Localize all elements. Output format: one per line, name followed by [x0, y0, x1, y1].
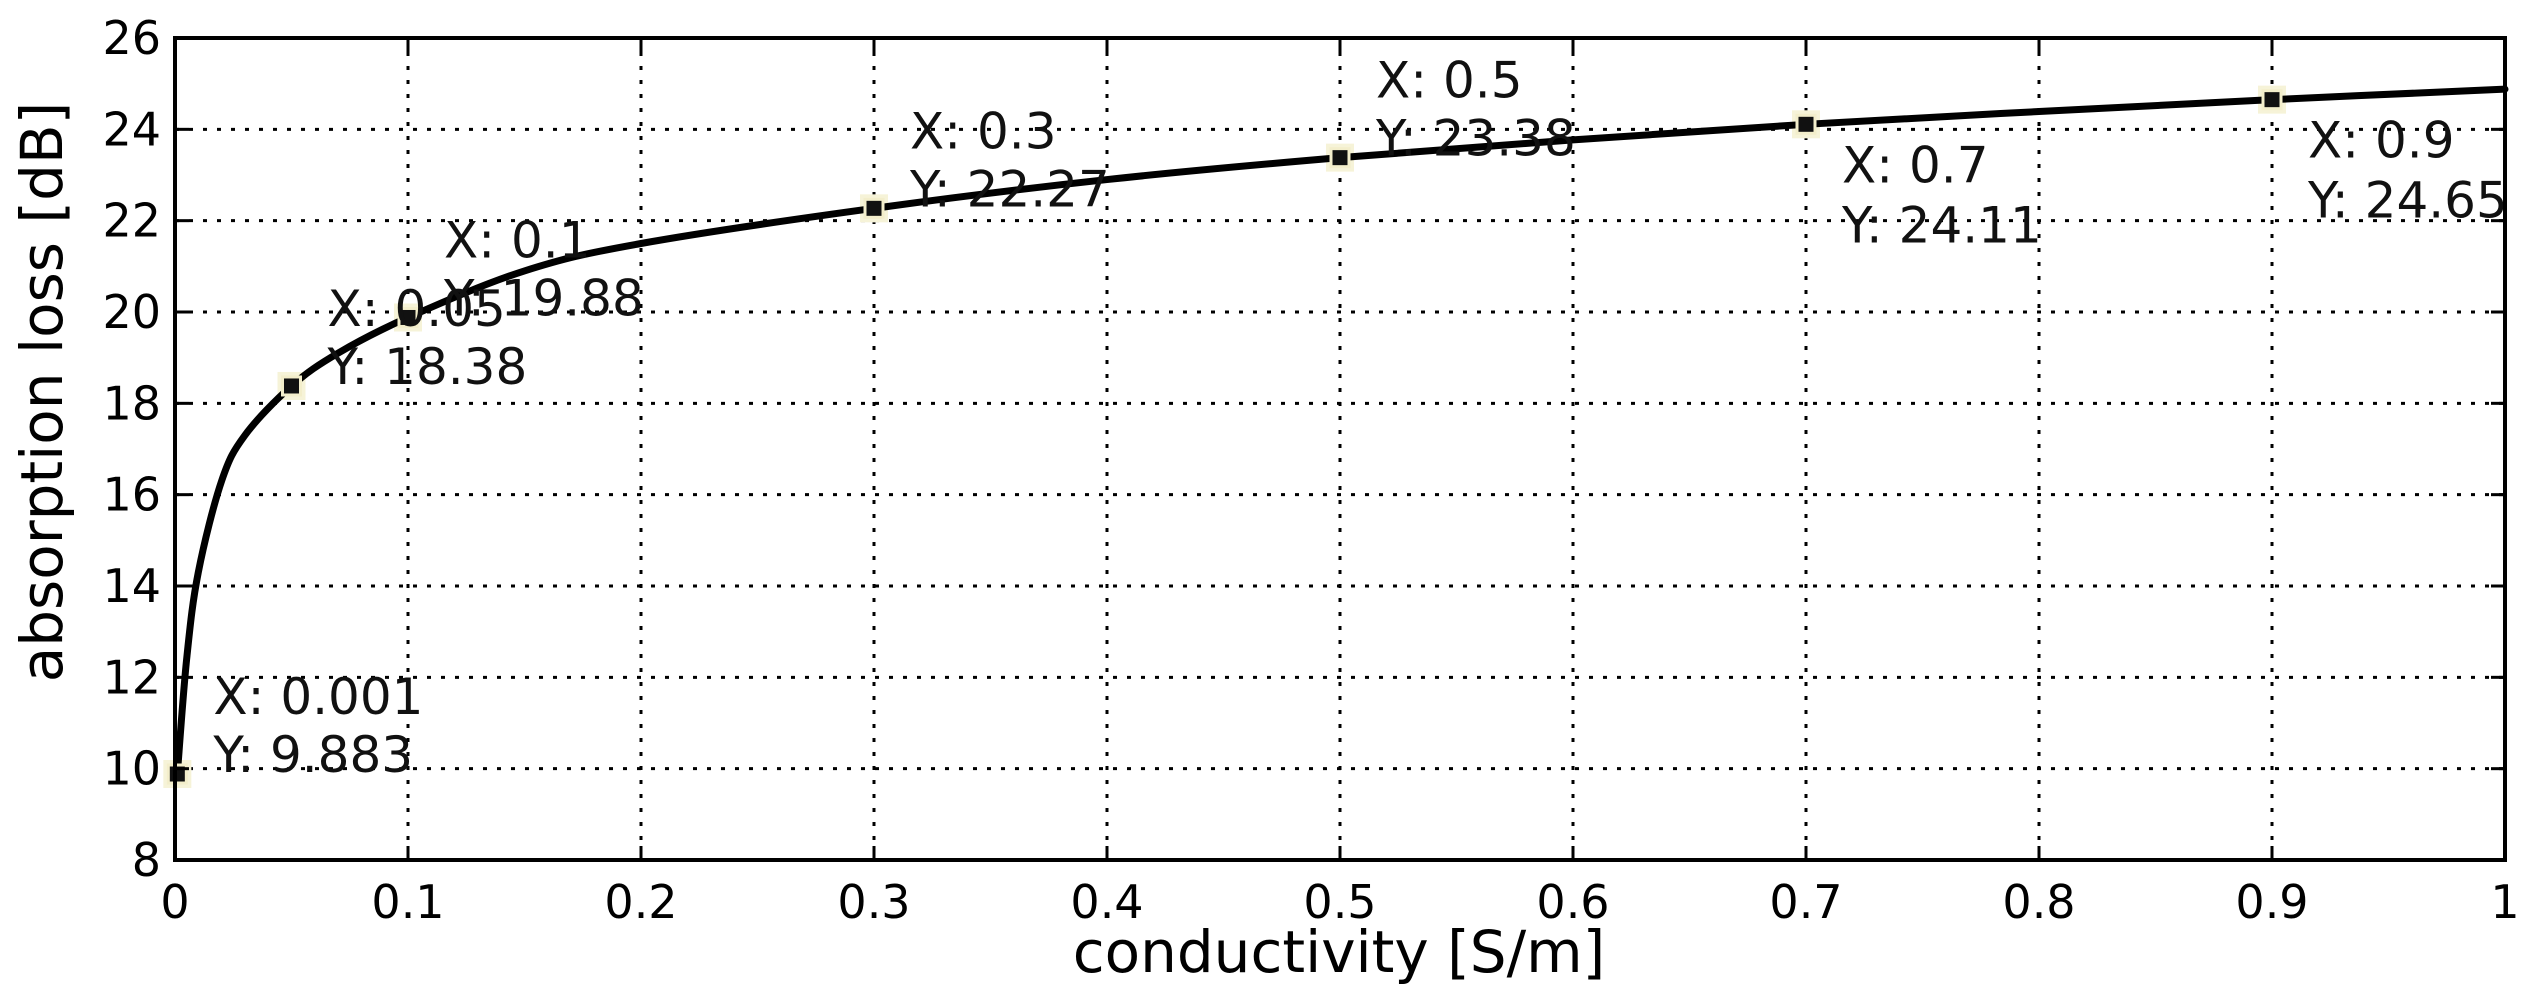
y-tick-label: 24 — [102, 102, 161, 156]
x-axis-label: conductivity [S/m] — [1073, 918, 1606, 986]
datatip-x-label: X: 0.9 — [2308, 112, 2455, 170]
y-tick-label: 12 — [102, 650, 161, 704]
y-tick-label: 20 — [102, 285, 161, 339]
x-tick-label: 0.6 — [1536, 875, 1609, 929]
datatip-markers — [166, 89, 2283, 785]
y-tick-label: 16 — [102, 468, 161, 522]
datatip-y-label: Y: 24.65 — [2307, 172, 2508, 230]
x-tick-label: 0.2 — [604, 875, 677, 929]
datatip-marker[interactable] — [2261, 89, 2283, 111]
x-tick-label: 0.8 — [2002, 875, 2075, 929]
datatip-y-label: Y: 23.38 — [1375, 110, 1576, 168]
y-tick-label: 22 — [102, 194, 161, 248]
y-tick-label: 26 — [102, 11, 161, 65]
datatip-y-label: Y: 19.88 — [443, 269, 644, 327]
datatip-x-label: X: 0.1 — [444, 211, 591, 269]
datatip-x-label: X: 0.3 — [910, 102, 1057, 160]
y-tick-label: 18 — [102, 376, 161, 430]
datatip-y-label: Y: 24.11 — [1841, 196, 2042, 254]
y-tick-label: 8 — [132, 833, 161, 887]
y-axis-label: absorption loss [dB] — [8, 102, 76, 683]
datatip-x-label: X: 0.001 — [213, 668, 423, 726]
grid — [175, 38, 2505, 860]
y-tick-label: 14 — [102, 559, 161, 613]
datatip-x-label: X: 0.5 — [1376, 52, 1523, 110]
datatip-marker[interactable] — [1329, 147, 1351, 169]
x-tick-label: 0.9 — [2235, 875, 2308, 929]
x-tick-label: 0.3 — [837, 875, 910, 929]
datatip-x-label: X: 0.7 — [1842, 136, 1989, 194]
datatip-marker[interactable] — [281, 375, 302, 397]
y-tick-label: 10 — [102, 742, 161, 796]
datatip-marker[interactable] — [863, 197, 885, 219]
x-tick-label: 0.5 — [1303, 875, 1376, 929]
tick-labels: 0 0.1 0.2 0.3 0.4 0.5 0.6 0.7 0.8 0.9 181012141618… — [102, 11, 2519, 929]
datatip-y-label: Y: 22.27 — [909, 160, 1110, 218]
datatip-y-label: Y: 9.883 — [212, 726, 413, 784]
datatip-x-label: X: 0.05 — [328, 280, 506, 338]
datatip-marker[interactable] — [1795, 113, 1817, 135]
x-tick-label: 0.4 — [1070, 875, 1143, 929]
plot-frame — [173, 36, 2507, 862]
datatip-y-label: Y: 18.38 — [327, 338, 528, 396]
x-tick-label: 0 — [160, 875, 189, 929]
x-tick-label: 0.7 — [1769, 875, 1842, 929]
x-tick-label: 0.1 — [371, 875, 444, 929]
datatip-marker[interactable] — [397, 306, 419, 328]
x-tick-label: 1 — [2490, 875, 2519, 929]
axes — [173, 36, 2507, 862]
